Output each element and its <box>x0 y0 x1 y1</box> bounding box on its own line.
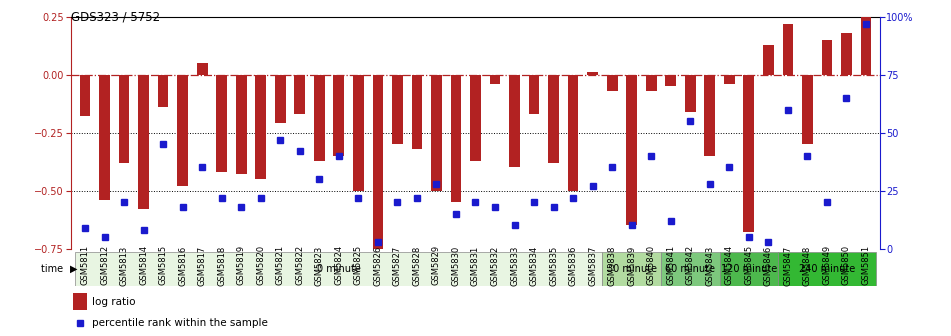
Bar <box>177 75 188 186</box>
Text: GSM5819: GSM5819 <box>237 245 245 285</box>
Text: 240 minute: 240 minute <box>799 264 855 274</box>
Text: GSM5849: GSM5849 <box>823 245 831 285</box>
Text: GSM5820: GSM5820 <box>256 245 265 285</box>
Text: GSM5838: GSM5838 <box>608 245 616 286</box>
Bar <box>666 75 676 86</box>
Text: GSM5828: GSM5828 <box>413 245 421 286</box>
Text: GSM5812: GSM5812 <box>100 245 109 285</box>
Bar <box>451 75 461 202</box>
Text: GSM5827: GSM5827 <box>393 245 402 286</box>
Bar <box>778 252 876 286</box>
Bar <box>861 17 871 75</box>
Bar <box>216 75 227 172</box>
Bar <box>256 75 266 179</box>
Bar <box>334 75 344 156</box>
Text: ▶: ▶ <box>70 264 78 274</box>
Text: GSM5846: GSM5846 <box>764 245 773 286</box>
Bar <box>80 75 90 117</box>
Text: GSM5841: GSM5841 <box>667 245 675 285</box>
Text: GSM5845: GSM5845 <box>745 245 753 285</box>
Text: GSM5851: GSM5851 <box>862 245 870 285</box>
Text: GSM5823: GSM5823 <box>315 245 323 286</box>
Bar <box>783 24 793 75</box>
Text: GSM5815: GSM5815 <box>159 245 167 285</box>
Text: GSM5813: GSM5813 <box>120 245 128 286</box>
Text: GSM5847: GSM5847 <box>784 245 792 286</box>
Bar <box>275 75 285 123</box>
Text: GSM5836: GSM5836 <box>569 245 577 286</box>
Text: GSM5842: GSM5842 <box>686 245 695 285</box>
Text: GSM5821: GSM5821 <box>276 245 284 285</box>
Text: GSM5825: GSM5825 <box>354 245 363 285</box>
Bar <box>588 73 598 75</box>
Text: GSM5844: GSM5844 <box>725 245 734 285</box>
Text: time: time <box>41 264 67 274</box>
Bar <box>158 75 168 107</box>
Bar <box>602 252 661 286</box>
Text: 0 minute: 0 minute <box>317 264 360 274</box>
Bar <box>412 75 422 149</box>
Text: GSM5832: GSM5832 <box>491 245 499 286</box>
Text: GSM5817: GSM5817 <box>198 245 206 286</box>
Bar <box>841 33 852 75</box>
Bar <box>607 75 617 91</box>
Bar <box>392 75 403 144</box>
Text: GSM5837: GSM5837 <box>588 245 597 286</box>
Bar <box>509 75 520 168</box>
Text: GSM5843: GSM5843 <box>706 245 714 286</box>
Bar <box>236 75 246 174</box>
Text: GSM5822: GSM5822 <box>295 245 304 285</box>
Bar <box>705 75 715 156</box>
Bar <box>685 75 695 112</box>
Bar <box>627 75 637 225</box>
Bar <box>295 75 305 114</box>
Bar <box>529 75 539 114</box>
Text: 30 minute: 30 minute <box>607 264 657 274</box>
Bar <box>119 75 129 163</box>
Bar <box>724 75 735 84</box>
Text: GSM5824: GSM5824 <box>335 245 343 285</box>
Bar <box>802 75 813 144</box>
Text: GSM5848: GSM5848 <box>803 245 812 286</box>
Text: GSM5818: GSM5818 <box>217 245 226 286</box>
Bar <box>720 252 778 286</box>
Bar <box>822 40 832 75</box>
Bar <box>431 75 442 191</box>
Text: GSM5833: GSM5833 <box>510 245 519 286</box>
Bar <box>763 45 774 75</box>
Text: GSM5830: GSM5830 <box>452 245 460 286</box>
Text: GSM5816: GSM5816 <box>178 245 187 286</box>
Text: 60 minute: 60 minute <box>666 264 715 274</box>
Text: GSM5831: GSM5831 <box>471 245 480 286</box>
Text: GSM5829: GSM5829 <box>432 245 441 285</box>
Bar <box>353 75 363 191</box>
Text: GSM5850: GSM5850 <box>842 245 851 285</box>
Text: GSM5839: GSM5839 <box>628 245 636 286</box>
Text: GSM5826: GSM5826 <box>374 245 382 286</box>
Bar <box>661 252 720 286</box>
Bar <box>744 75 754 233</box>
Text: log ratio: log ratio <box>92 297 136 307</box>
Text: GSM5835: GSM5835 <box>549 245 558 286</box>
Bar <box>197 63 207 75</box>
Text: percentile rank within the sample: percentile rank within the sample <box>92 318 268 328</box>
Bar <box>99 75 110 200</box>
Bar <box>138 75 149 209</box>
Bar <box>75 252 602 286</box>
Bar <box>490 75 500 84</box>
Text: GSM5811: GSM5811 <box>81 245 89 285</box>
Text: 120 minute: 120 minute <box>721 264 777 274</box>
Text: GSM5840: GSM5840 <box>647 245 656 285</box>
Bar <box>314 75 324 161</box>
Bar <box>568 75 578 191</box>
Bar <box>646 75 656 91</box>
Bar <box>73 293 87 310</box>
Text: GSM5814: GSM5814 <box>139 245 148 285</box>
Bar <box>548 75 559 163</box>
Text: GDS323 / 5752: GDS323 / 5752 <box>71 10 161 23</box>
Bar <box>373 75 383 256</box>
Bar <box>470 75 481 161</box>
Text: GSM5834: GSM5834 <box>530 245 538 286</box>
